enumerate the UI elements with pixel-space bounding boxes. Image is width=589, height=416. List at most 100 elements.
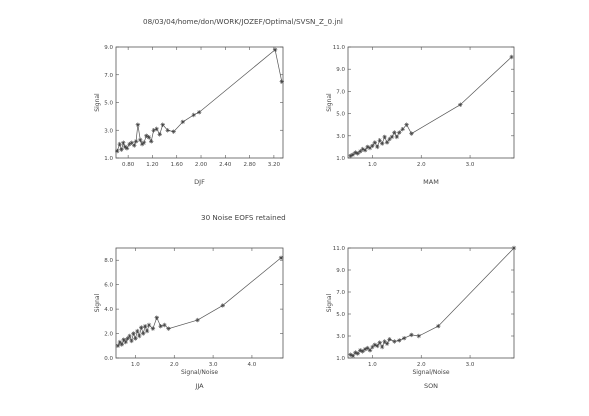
data-point <box>127 141 132 147</box>
chart-panel-djf: 0.80 1.20 1.60 2.00 2.40 2.80 3.20 1.0 3.0 5.0 7.0… <box>94 45 284 186</box>
data-point <box>389 134 395 140</box>
data-point <box>220 303 226 308</box>
x-tick-label: 2.0 <box>417 362 426 368</box>
chart-panel-son: 1.0 2.0 3.0 1.0 3.0 5.0 7.0 9.0 11.0 Signal Signal… <box>326 245 517 390</box>
data-point <box>379 344 385 350</box>
file-path-title: 08/03/04/home/don/WORK/JOZEF/Optimal/SVS… <box>143 17 343 26</box>
data-point <box>141 140 147 145</box>
x-tick-label: 1.0 <box>368 362 377 368</box>
y-tick-label: 7.0 <box>104 73 113 79</box>
data-point <box>278 255 284 260</box>
data-point <box>140 331 146 336</box>
data-point <box>409 332 414 338</box>
x-tick-label: 2.00 <box>195 162 208 168</box>
data-point <box>365 144 370 150</box>
data-point <box>358 348 363 353</box>
data-point <box>127 333 132 339</box>
data-point <box>166 326 171 331</box>
x-tick-label: 3.0 <box>466 162 475 168</box>
plot-frame <box>347 247 515 359</box>
data-point <box>191 112 196 118</box>
data-point <box>129 140 134 145</box>
data-point <box>129 338 134 344</box>
data-point <box>122 144 128 150</box>
data-point <box>144 133 149 138</box>
data-point <box>377 138 382 143</box>
data-point <box>160 122 165 127</box>
data-point <box>360 146 365 152</box>
data-point <box>387 337 392 342</box>
y-axis-label: Signal <box>326 293 333 312</box>
y-tick-label: 8.0 <box>104 258 113 264</box>
x-tick-label: 1.0 <box>131 362 140 368</box>
data-point <box>404 122 409 127</box>
data-point <box>139 325 144 330</box>
data-point <box>375 343 380 349</box>
data-point <box>154 315 159 320</box>
data-point <box>142 324 148 329</box>
data-point <box>401 336 407 341</box>
data-point <box>370 143 375 148</box>
y-axis-label: Signal <box>326 93 333 112</box>
data-point <box>149 139 154 144</box>
data-point <box>132 143 137 148</box>
data-point <box>135 122 141 127</box>
data-point <box>117 339 123 345</box>
data-point <box>350 152 356 157</box>
data-point <box>367 145 373 151</box>
y-tick-label: 9.0 <box>336 268 345 274</box>
data-point <box>137 333 142 339</box>
data-point <box>348 352 353 357</box>
x-tick-label: 2.40 <box>219 162 232 168</box>
data-point <box>162 322 167 328</box>
data-point <box>436 323 441 329</box>
y-tick-label: 1.0 <box>104 156 113 162</box>
noise-eofs-caption: 30 Noise EOFS retained <box>201 213 286 222</box>
data-point <box>123 339 128 345</box>
data-point <box>379 141 385 146</box>
plot-frame <box>115 247 284 359</box>
data-point <box>384 140 390 145</box>
y-tick-label: 9.0 <box>104 45 113 51</box>
data-point <box>146 322 152 328</box>
data-point <box>360 349 365 354</box>
y-tick-label: 5.0 <box>336 312 345 318</box>
x-axis-label: Signal/Noise <box>181 369 218 376</box>
y-tick-label: 7.0 <box>336 89 345 95</box>
data-point <box>370 344 375 350</box>
data-point <box>392 339 397 344</box>
data-point <box>382 339 387 344</box>
series-line <box>116 49 283 152</box>
data-point <box>362 347 368 352</box>
season-title: MAM <box>423 178 439 186</box>
data-point <box>397 130 402 135</box>
data-point <box>375 144 380 150</box>
data-point <box>121 337 126 342</box>
y-tick-label: 3.0 <box>336 334 345 340</box>
data-point <box>353 350 358 355</box>
y-tick-label: 6.0 <box>104 283 113 289</box>
x-axis-label: Signal/Noise <box>412 369 449 376</box>
data-point <box>372 140 378 145</box>
x-tick-label: 2.0 <box>170 362 179 368</box>
y-tick-label: 11.0 <box>333 246 346 252</box>
data-point <box>353 150 358 155</box>
x-tick-label: 2.0 <box>417 162 426 168</box>
data-point <box>394 134 400 140</box>
data-point <box>416 333 421 339</box>
data-point <box>372 342 378 347</box>
data-point <box>355 351 360 356</box>
y-tick-label: 5.0 <box>336 112 345 118</box>
data-point <box>171 129 176 134</box>
data-point <box>387 136 392 142</box>
data-point <box>133 336 138 341</box>
x-tick-label: 3.0 <box>209 362 218 368</box>
data-point <box>119 147 124 152</box>
x-tick-label: 4.0 <box>248 362 257 368</box>
series-line <box>350 247 515 357</box>
data-point <box>138 137 143 143</box>
data-point <box>350 353 356 358</box>
x-tick-label: 1.60 <box>171 162 184 168</box>
data-point <box>348 153 353 158</box>
